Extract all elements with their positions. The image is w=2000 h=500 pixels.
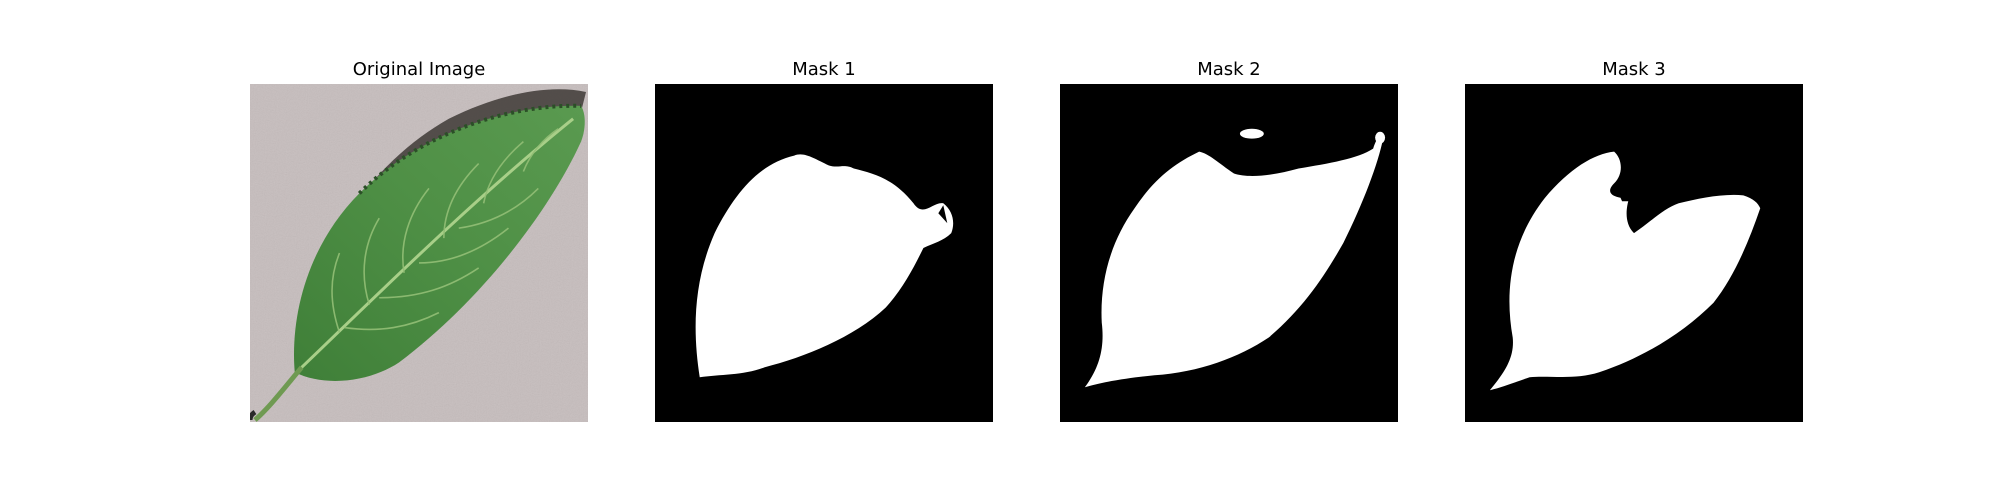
mask-region: [1084, 136, 1384, 388]
panel-title: Original Image: [352, 59, 486, 80]
leaf-veins: [331, 128, 559, 333]
mask-2-image: [1060, 84, 1398, 422]
mask-3-image: [1465, 84, 1803, 422]
mask-1-image: [655, 84, 993, 422]
original-leaf-photo: [250, 84, 588, 422]
leaf-stem: [253, 365, 304, 422]
mask-region: [1489, 151, 1761, 391]
panel-title: Mask 1: [792, 59, 856, 80]
panel-title: Mask 3: [1602, 59, 1666, 80]
leaf-midrib: [300, 117, 575, 369]
leaf-blade: [293, 105, 585, 381]
mask-region: [695, 154, 954, 378]
panel-title: Mask 2: [1197, 59, 1261, 80]
